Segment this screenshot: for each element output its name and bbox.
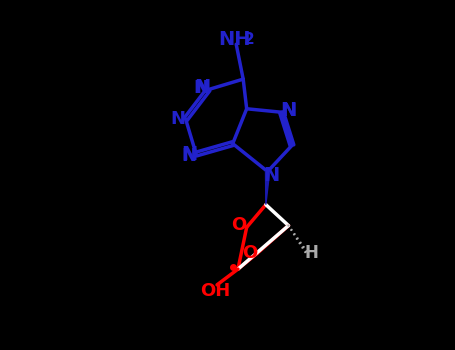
Text: N: N — [280, 101, 297, 120]
Text: NH: NH — [218, 29, 251, 49]
Text: N: N — [263, 166, 279, 184]
Text: O: O — [232, 216, 247, 233]
Text: O: O — [242, 244, 257, 262]
Text: 2: 2 — [244, 32, 255, 47]
Polygon shape — [266, 172, 270, 205]
Text: N: N — [193, 79, 208, 97]
Text: N: N — [194, 78, 210, 97]
Text: N: N — [171, 110, 186, 128]
Text: N: N — [181, 145, 197, 163]
Text: H: H — [304, 244, 318, 262]
Text: OH: OH — [200, 282, 230, 300]
Text: N: N — [282, 102, 297, 119]
Text: N: N — [181, 147, 196, 165]
